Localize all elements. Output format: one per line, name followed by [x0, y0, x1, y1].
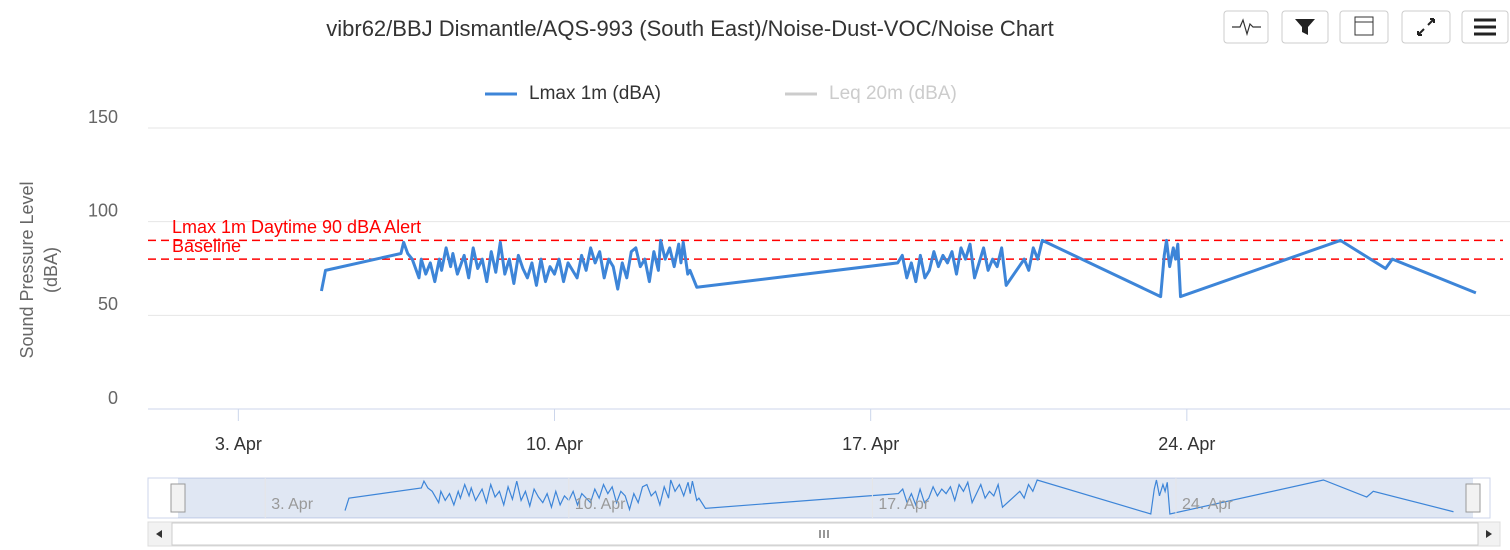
- y-tick-label: 50: [98, 294, 118, 314]
- menu-button[interactable]: [1461, 10, 1509, 44]
- navigator-tick-label: 17. Apr: [878, 496, 929, 513]
- toolbar: [1220, 8, 1509, 46]
- x-tick-label: 24. Apr: [1158, 434, 1215, 454]
- x-tick-label: 10. Apr: [526, 434, 583, 454]
- navigator: [147, 477, 1501, 547]
- date-button[interactable]: [1339, 10, 1389, 44]
- legend-label[interactable]: Lmax 1m (dBA): [529, 83, 661, 104]
- navigator-line: [344, 479, 1454, 515]
- fullscreen-button[interactable]: [1401, 10, 1451, 44]
- y-tick-label: 0: [108, 388, 118, 408]
- navigator-frame: [147, 477, 1491, 519]
- series-button[interactable]: [1223, 10, 1269, 44]
- navigator-mask[interactable]: [178, 478, 1473, 518]
- y-axis-label: Sound Pressure Level: [17, 181, 37, 358]
- x-tick-label: 17. Apr: [842, 434, 899, 454]
- navigator-tick-label: 3. Apr: [271, 496, 313, 513]
- y-tick-label: 150: [88, 107, 118, 127]
- x-tick-label: 3. Apr: [215, 434, 262, 454]
- series-line: [319, 238, 1477, 299]
- legend-label[interactable]: Leq 20m (dBA): [829, 83, 957, 104]
- y-tick-label: 100: [88, 200, 118, 220]
- scroll-grip: [819, 530, 829, 538]
- plot-line-label: Baseline: [172, 236, 241, 256]
- navigator-tick-label: 24. Apr: [1182, 496, 1233, 513]
- y-axis-label: (dBA): [41, 247, 61, 293]
- filter-button[interactable]: [1281, 10, 1329, 44]
- plot-line-label: Lmax 1m Daytime 90 dBA Alert: [172, 217, 421, 237]
- scrollbar-thumb[interactable]: [171, 522, 1479, 546]
- navigator-handle[interactable]: [170, 483, 186, 513]
- navigator-tick-label: 10. Apr: [575, 496, 626, 513]
- chart-title: vibr62/BBJ Dismantle/AQS-993 (South East…: [326, 16, 1053, 41]
- navigator-handle[interactable]: [1465, 483, 1481, 513]
